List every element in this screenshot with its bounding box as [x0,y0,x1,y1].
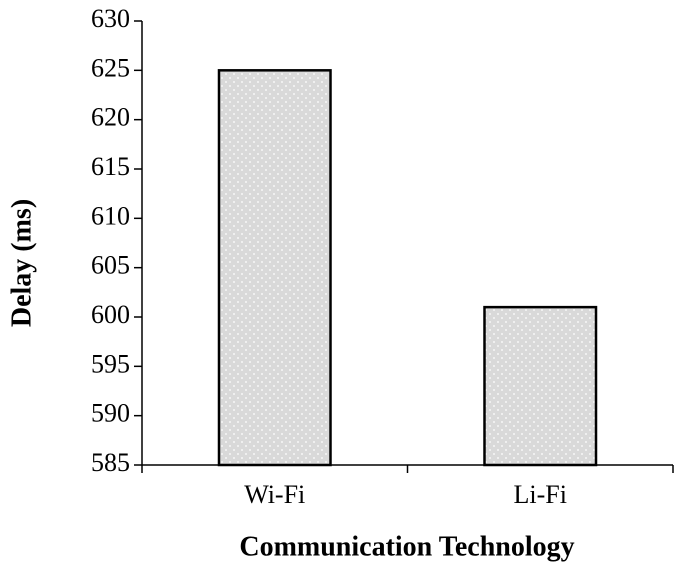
y-tick-label: 625 [91,53,130,82]
x-tick-label: Li-Fi [514,480,567,509]
bar [217,69,332,467]
y-tick-label: 585 [91,448,130,477]
y-tick-label: 590 [91,399,130,428]
y-tick-label: 600 [91,300,130,329]
y-tick-label: 610 [91,201,130,230]
y-axis-title: Delay (ms) [6,199,37,327]
bar [483,305,598,467]
y-tick-label: 605 [91,251,130,280]
x-tick-label: Wi-Fi [244,480,305,509]
y-tick-label: 620 [91,103,130,132]
x-axis-title: Communication Technology [239,531,574,562]
y-tick-label: 595 [91,349,130,378]
y-tick-label: 630 [91,4,130,33]
y-tick-label: 615 [91,152,130,181]
